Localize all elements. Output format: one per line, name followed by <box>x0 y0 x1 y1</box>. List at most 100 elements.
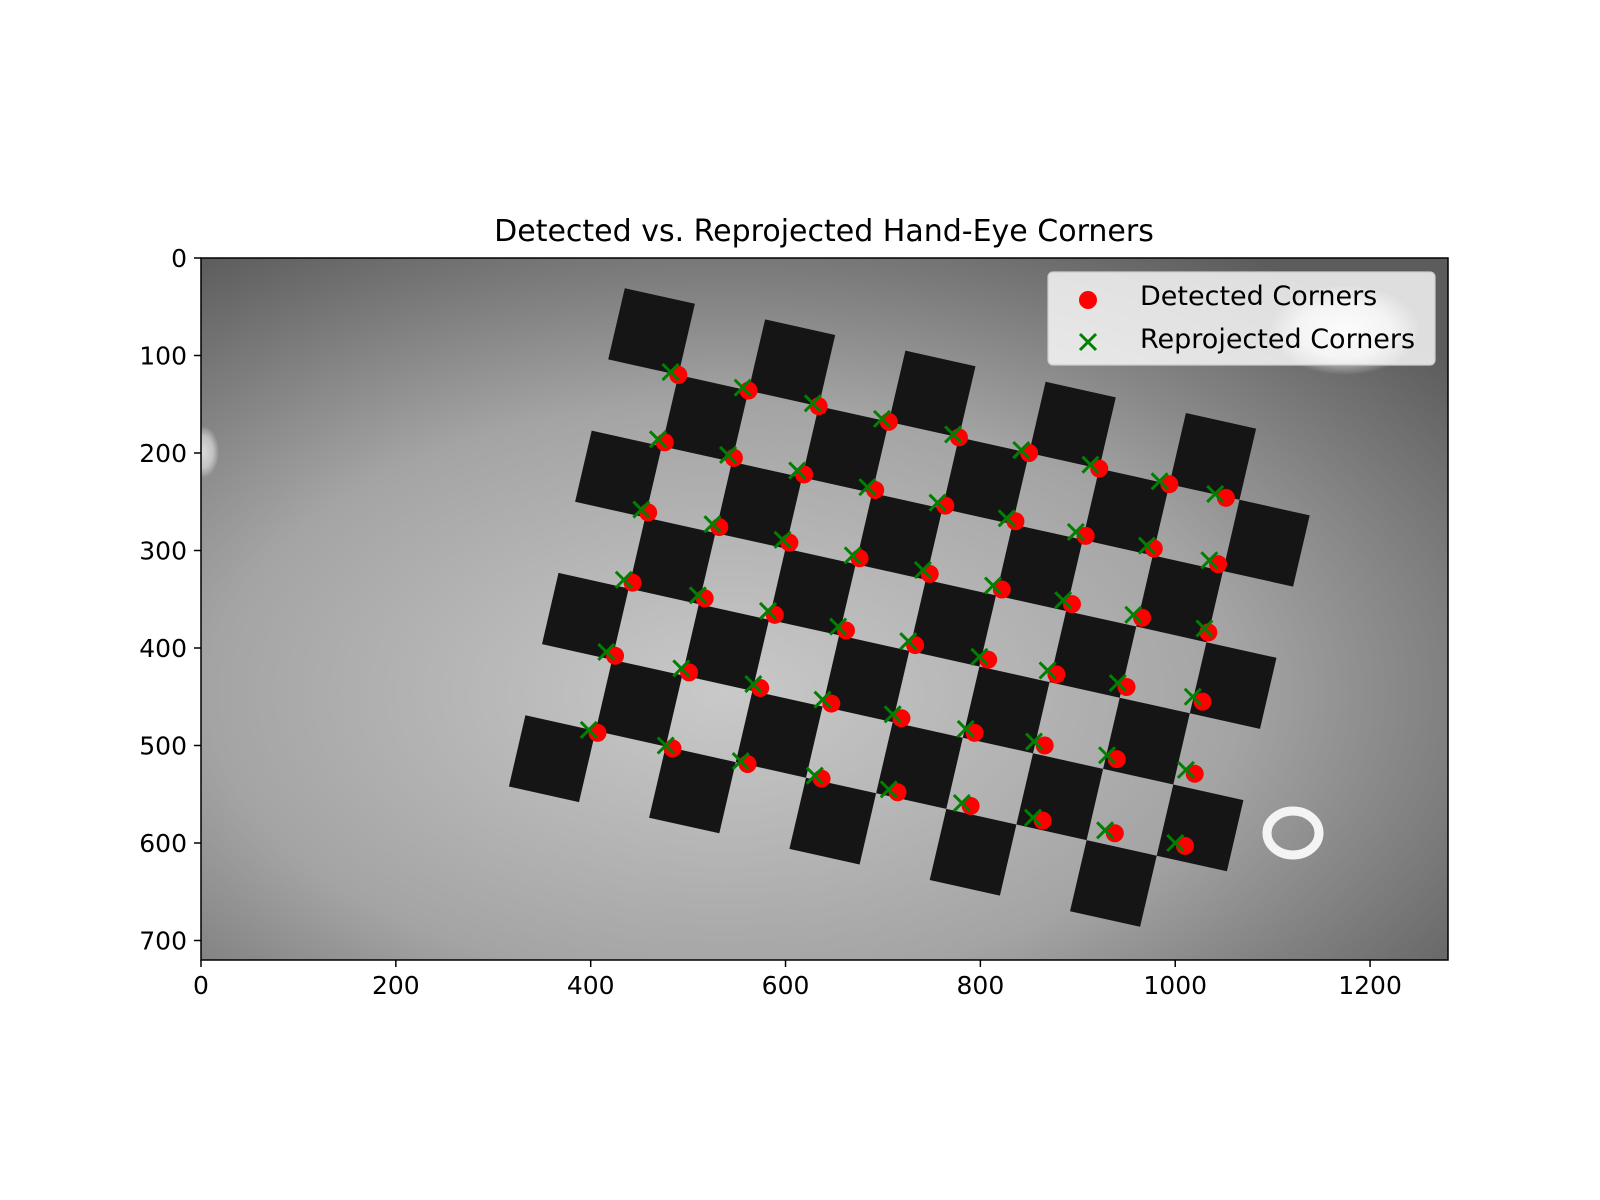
legend: Detected Corners Reprojected Corners <box>1047 271 1436 366</box>
detected-corner-point <box>1144 539 1163 558</box>
detected-corner-point <box>1175 836 1194 855</box>
detected-corner-point <box>623 573 642 592</box>
reprojected-corner-point <box>1012 441 1031 460</box>
board-square <box>595 659 683 747</box>
series-reprojected-corners <box>579 363 1225 853</box>
reprojected-corner-point <box>813 690 832 709</box>
reprojected-corner-point <box>883 705 902 724</box>
detected-corner-point <box>739 381 758 400</box>
reprojected-corner-point <box>913 560 932 580</box>
board-square <box>682 604 769 691</box>
detected-corner-point <box>663 739 682 758</box>
detected-corner-point <box>1062 595 1081 614</box>
board-square <box>735 690 823 778</box>
reprojected-corner-point <box>805 766 824 785</box>
board-square <box>1082 468 1170 556</box>
board-square <box>628 517 716 605</box>
board-square <box>575 430 662 518</box>
detected-corner-point <box>588 723 607 742</box>
reprojected-corner-point <box>1206 484 1225 504</box>
legend-label-reprojected: Reprojected Corners <box>1140 324 1415 355</box>
board-square <box>942 437 1030 525</box>
reprojected-corner-point <box>879 780 898 799</box>
reprojected-corner-point <box>1024 732 1044 751</box>
board-square <box>542 572 629 660</box>
reprojected-corner-point <box>661 363 680 382</box>
legend-label-detected: Detected Corners <box>1140 281 1377 312</box>
reprojected-corner-point <box>899 632 918 651</box>
detected-corner-point <box>606 646 625 665</box>
detected-corner-point <box>892 709 911 728</box>
series-layer <box>579 363 1235 855</box>
detected-corner-point <box>1107 750 1126 769</box>
y-tick-label: 300 <box>139 537 187 566</box>
reprojected-corner-point <box>1124 605 1143 624</box>
board-square <box>1223 499 1310 587</box>
detected-corner-point <box>979 650 998 669</box>
plot-area: 0 200 400 600 800 1000 1200 0 100 200 300 400 500 60… <box>139 244 1449 1000</box>
detected-corner-point <box>655 433 674 452</box>
detected-corner-point <box>822 694 841 713</box>
reprojected-corner-point <box>1195 619 1214 638</box>
x-tick-label: 1200 <box>1338 971 1402 1000</box>
detected-corner-point <box>1209 555 1228 574</box>
detected-corner-point <box>1117 678 1136 696</box>
detected-corner-point <box>949 428 968 447</box>
reprojected-corner-point <box>688 586 707 605</box>
board-square <box>1049 611 1137 698</box>
reprojected-corner-point <box>983 576 1003 595</box>
board-square <box>822 635 910 723</box>
x-tick-label: 0 <box>193 971 209 1000</box>
detected-corner-point <box>1193 692 1212 711</box>
reprojected-corner-point <box>1137 536 1157 555</box>
detected-corner-point <box>724 448 743 467</box>
reprojected-corner-point <box>672 659 691 678</box>
reprojected-corner-point <box>829 617 848 636</box>
plot-frame <box>200 257 1449 961</box>
reprojected-corner-point <box>773 530 792 549</box>
legend-marker-detected <box>1079 291 1097 309</box>
y-tick-label: 700 <box>139 927 187 956</box>
board-square <box>855 493 943 580</box>
x-tick-label: 200 <box>372 971 420 1000</box>
reprojected-corner-point <box>1023 808 1043 827</box>
reprojected-corner-point <box>1183 687 1202 706</box>
reprojected-corner-point <box>597 642 616 661</box>
board-square <box>929 808 1017 896</box>
reprojected-corner-point <box>1097 746 1117 765</box>
detected-corner-point <box>710 518 729 537</box>
detected-corner-point <box>879 412 898 431</box>
y-tick-label: 600 <box>139 829 187 858</box>
x-tick-label: 400 <box>567 971 615 1000</box>
board-square <box>802 406 889 493</box>
detected-corner-point <box>780 533 799 552</box>
detected-corner-point <box>680 663 699 682</box>
board-square <box>1189 642 1277 729</box>
chart-title: Detected vs. Reprojected Hand-Eye Corner… <box>494 214 1154 249</box>
reprojected-corner-point <box>718 445 738 465</box>
board-square <box>649 746 736 834</box>
checkerboard <box>508 288 1310 927</box>
reprojected-corner-point <box>956 719 975 738</box>
detected-corner-point <box>1090 459 1109 478</box>
detected-corner-point <box>888 783 907 802</box>
reprojected-corner-point <box>858 478 877 497</box>
board-square <box>508 715 596 803</box>
reprojected-corner-point <box>1176 760 1195 779</box>
reprojected-corner-point <box>1038 661 1057 680</box>
detected-corner-point <box>961 796 980 815</box>
reprojected-corner-point <box>1200 551 1219 570</box>
reprojected-corner-point <box>1150 472 1169 491</box>
y-tick-label: 400 <box>139 634 187 663</box>
detected-corner-point <box>965 723 984 742</box>
reprojected-corner-point <box>970 647 989 666</box>
detected-corner-point <box>1133 608 1152 627</box>
x-tick-label: 1000 <box>1143 971 1207 1000</box>
reprojected-corner-point <box>648 430 667 449</box>
board-square <box>748 319 836 407</box>
detected-corner-point <box>1216 488 1235 507</box>
x-axis: 0 200 400 600 800 1000 1200 <box>193 960 1402 1000</box>
reprojected-corner-point <box>952 793 971 813</box>
detected-corner-point <box>738 755 757 774</box>
